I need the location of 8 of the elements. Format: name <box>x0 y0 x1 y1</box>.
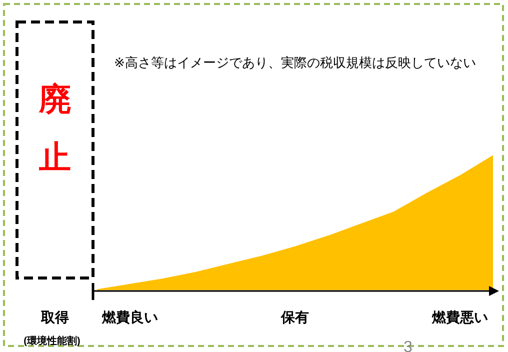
text: (環境性能割) <box>24 335 80 347</box>
x-tick-label: 燃費悪い <box>431 309 488 325</box>
text: 取得 <box>40 309 69 325</box>
text: 廃止 <box>38 81 71 175</box>
x-tick-label: 保有 <box>280 309 309 325</box>
text: 3 <box>404 339 413 352</box>
text: ※高さ等はイメージであり、実際の税収規模は反映していない <box>114 55 476 70</box>
x-tick-label: 燃費良い <box>101 309 158 325</box>
